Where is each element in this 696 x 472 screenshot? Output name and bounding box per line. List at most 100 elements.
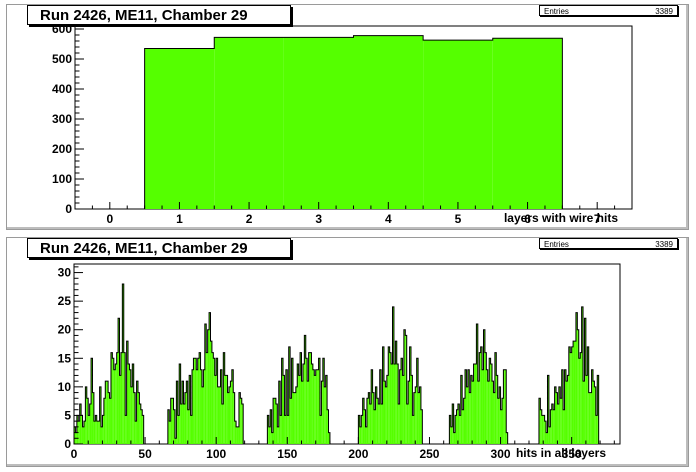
bottom-bar <box>199 352 201 444</box>
top-histogram-panel: Run 2426, ME11, Chamber 29 Entries 3389 … <box>6 4 689 230</box>
bottom-bar <box>305 358 308 444</box>
top-y-tick-label: 200 <box>52 142 72 156</box>
bottom-bar <box>283 375 285 444</box>
bottom-bar <box>395 341 397 444</box>
bottom-bar <box>456 409 458 444</box>
bottom-bar <box>174 438 177 444</box>
bottom-bar <box>405 335 407 444</box>
bottom-bar <box>496 375 498 444</box>
bottom-bar <box>381 404 383 444</box>
bottom-y-tick-label: 10 <box>58 380 72 394</box>
bottom-bar <box>101 426 103 444</box>
bottom-bar <box>132 364 134 444</box>
bottom-bar <box>420 409 423 444</box>
bottom-bar <box>324 386 326 444</box>
bottom-bar <box>541 415 544 444</box>
bottom-bar <box>564 369 566 444</box>
bottom-bar <box>196 369 198 444</box>
bottom-bar <box>226 375 228 444</box>
bottom-bar <box>209 312 211 444</box>
bottom-bar <box>298 375 301 444</box>
bottom-bar <box>362 398 365 444</box>
bottom-bar <box>98 421 100 444</box>
bottom-bar <box>374 409 376 444</box>
bottom-bar <box>278 381 281 444</box>
bottom-bar <box>310 352 312 444</box>
top-bar <box>214 37 284 210</box>
bottom-bar <box>465 369 467 444</box>
bottom-bar <box>167 409 170 444</box>
bottom-bar <box>493 392 495 444</box>
bottom-bar <box>557 404 559 444</box>
bottom-bar <box>328 432 330 444</box>
bottom-bar <box>492 381 494 444</box>
bottom-bar <box>487 381 490 444</box>
bottom-bar <box>136 381 138 444</box>
bottom-bar <box>173 409 175 444</box>
bottom-bar <box>450 426 453 444</box>
bottom-bar <box>462 409 464 444</box>
bottom-bar <box>546 432 548 444</box>
bottom-bar <box>472 381 474 444</box>
top-y-tick-label: 100 <box>52 172 72 186</box>
bottom-bar <box>126 341 129 444</box>
bottom-bar <box>383 381 386 444</box>
bottom-bar <box>96 421 99 444</box>
bottom-bar <box>574 341 576 444</box>
bottom-bar <box>216 358 218 444</box>
bottom-bar <box>82 426 84 444</box>
bottom-bar <box>321 381 323 444</box>
top-histogram-plot: 0 1 2 3 4 5 6 7 0 100 200 300 400 500 600 layers with w… <box>52 22 633 226</box>
bottom-bar <box>288 346 291 444</box>
bottom-bar <box>385 386 387 444</box>
bottom-bar <box>78 421 80 444</box>
bottom-bar <box>573 341 575 444</box>
bottom-x-axis-title: hits in all layers <box>516 446 606 460</box>
bottom-bar <box>560 398 562 444</box>
bottom-plot-frame <box>73 263 621 445</box>
top-y-tick-label: 300 <box>52 112 72 126</box>
bottom-bar <box>85 386 87 444</box>
bottom-bar <box>538 398 541 444</box>
top-x-tick-label: 3 <box>315 212 322 226</box>
bottom-bar <box>318 358 320 444</box>
bottom-bar <box>230 381 232 444</box>
bottom-bar <box>125 415 127 444</box>
bottom-bar <box>201 386 204 444</box>
bottom-bar <box>307 381 309 444</box>
bottom-bar <box>366 398 369 444</box>
bottom-bar <box>591 369 593 444</box>
bottom-bar <box>186 381 188 444</box>
bottom-bar <box>177 415 180 444</box>
bottom-bar <box>570 352 572 444</box>
bottom-bar <box>183 404 185 444</box>
bottom-bar <box>556 392 558 444</box>
bottom-bar <box>223 352 225 444</box>
bottom-bar <box>376 398 379 444</box>
bottom-bar <box>382 346 384 444</box>
bottom-bar <box>113 369 116 444</box>
top-x-tick-label: 5 <box>455 212 462 226</box>
bottom-bar <box>182 381 184 444</box>
bottom-bar <box>540 409 542 444</box>
bottom-bar <box>563 409 565 444</box>
bottom-bar <box>206 352 208 444</box>
bottom-bar <box>210 341 212 444</box>
top-x-tick-label: 2 <box>246 212 253 226</box>
bottom-bar <box>187 409 190 444</box>
bottom-bar <box>275 404 278 444</box>
bottom-bar <box>484 352 487 444</box>
bottom-bar <box>213 358 215 444</box>
bottom-bar <box>172 398 174 444</box>
bottom-bar <box>358 415 360 444</box>
bottom-bar <box>483 329 485 444</box>
bottom-y-tick-label: 15 <box>58 351 72 365</box>
bottom-bar <box>479 352 481 444</box>
bottom-bar <box>277 426 279 444</box>
bottom-bar <box>190 415 193 444</box>
bottom-bar <box>291 358 293 444</box>
bottom-bar <box>561 369 564 444</box>
bottom-bar <box>311 364 313 444</box>
bottom-bar <box>408 381 410 444</box>
bottom-bar <box>294 392 296 444</box>
